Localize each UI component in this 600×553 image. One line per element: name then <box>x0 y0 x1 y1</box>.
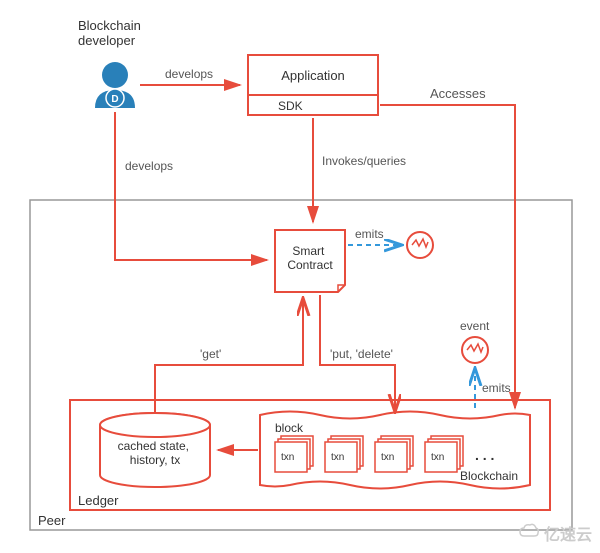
cached-state-cylinder: cached state, history, tx <box>100 413 210 487</box>
arrow-develops-sc <box>115 112 267 260</box>
txn-dots: . . . <box>475 447 494 463</box>
watermark-text: 亿速云 <box>544 521 592 545</box>
txn-3: txn <box>381 452 394 463</box>
developer-badge: D <box>111 94 118 105</box>
emits-2-label: emits <box>482 381 511 395</box>
txn-1: txn <box>281 452 294 463</box>
application-label: Application <box>281 68 345 83</box>
develops-1-label: develops <box>165 67 213 81</box>
smart-contract-node: Smart Contract <box>275 230 345 292</box>
ledger-label: Ledger <box>78 493 119 508</box>
block-label: block <box>275 421 304 435</box>
invokes-label: Invokes/queries <box>322 154 406 168</box>
arrow-get <box>155 300 303 412</box>
arrow-accesses <box>380 105 515 408</box>
txn-group: txn txn txn txn . . . <box>275 436 494 472</box>
put-delete-label: 'put, 'delete' <box>330 347 393 361</box>
accesses-label: Accesses <box>430 86 486 101</box>
txn-2: txn <box>331 452 344 463</box>
watermark-icon <box>518 522 540 544</box>
watermark: 亿速云 <box>518 521 592 545</box>
sdk-label: SDK <box>278 99 303 113</box>
peer-label: Peer <box>38 513 66 528</box>
emits-1-label: emits <box>355 227 384 241</box>
application-node: Application SDK <box>248 55 378 115</box>
svg-text:Smart Contract: Smart Contract <box>287 244 333 272</box>
cached-line2: history, tx <box>130 453 180 467</box>
blockchain-label: Blockchain <box>460 469 518 483</box>
txn-4: txn <box>431 452 444 463</box>
cached-line1: cached state, <box>118 439 189 453</box>
develops-2-label: develops <box>125 159 173 173</box>
developer-title: Blockchain developer <box>78 18 145 48</box>
architecture-diagram: Peer Ledger Blockchain block txn txn txn… <box>0 0 600 553</box>
event-label: event <box>460 319 490 333</box>
developer-icon: D <box>95 62 135 108</box>
get-label: 'get' <box>200 347 221 361</box>
